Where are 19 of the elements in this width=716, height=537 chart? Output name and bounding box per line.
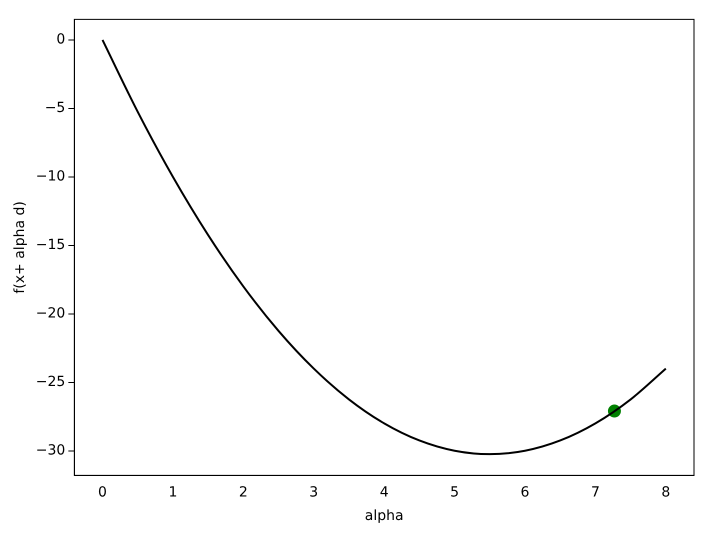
y-tick-label: −20 (36, 305, 66, 322)
x-tick-label: 4 (380, 484, 389, 500)
x-tick-label: 7 (590, 484, 600, 500)
x-tick-label: 8 (661, 484, 670, 500)
x-tick-label: 0 (98, 484, 107, 500)
x-tick-label: 6 (520, 484, 530, 500)
y-tick-label: −10 (36, 168, 66, 185)
x-tick-label: 5 (450, 484, 460, 500)
x-axis-title: alpha (364, 508, 404, 524)
x-tick-label: 1 (168, 484, 178, 500)
y-tick-label: −25 (36, 374, 66, 390)
y-tick-label: −5 (44, 100, 66, 116)
x-tick-label: 3 (309, 484, 318, 500)
y-tick-label: −15 (36, 236, 66, 253)
y-tick-label: 0 (56, 32, 66, 48)
y-tick-label: −30 (36, 442, 66, 458)
line-series (102, 38, 667, 456)
y-axis-title: f(x+ alpha d) (12, 201, 28, 294)
x-tick-label: 2 (238, 484, 248, 500)
